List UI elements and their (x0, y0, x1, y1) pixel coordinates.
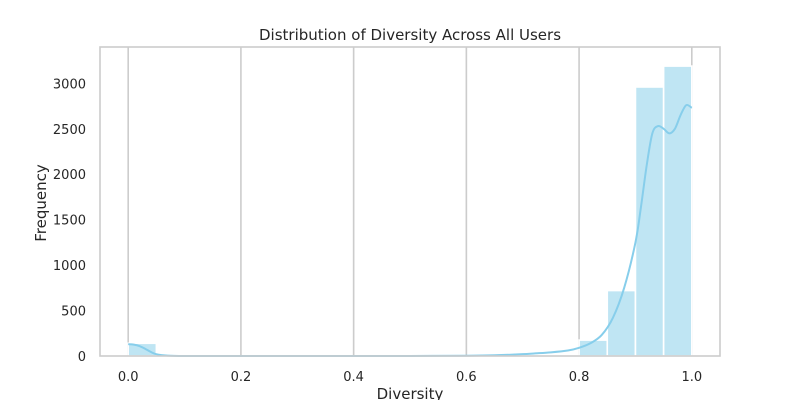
x-axis-label: Diversity (377, 385, 444, 400)
y-axis-label: Frequency (32, 164, 50, 242)
kde-curve (128, 103, 693, 358)
y-tick-label: 1500 (53, 214, 86, 229)
histogram-bar (634, 86, 665, 357)
x-tick-label: 0.6 (456, 370, 477, 385)
histogram-bars (127, 65, 693, 357)
histogram-bar (606, 289, 637, 357)
y-tick-label: 0 (78, 350, 86, 365)
y-tick-label: 3000 (53, 77, 86, 92)
x-tick-label: 0.8 (569, 370, 590, 385)
y-tick-label: 1000 (53, 259, 86, 274)
y-tick-label: 500 (61, 305, 86, 320)
x-tick-label: 0.4 (343, 370, 364, 385)
y-axis-ticks: 0 500 1000 1500 2000 2500 3000 (53, 77, 86, 365)
histogram-bar (662, 65, 693, 357)
x-tick-label: 1.0 (681, 370, 702, 385)
axes-frame (99, 46, 721, 357)
x-tick-label: 0.0 (118, 370, 139, 385)
x-axis-ticks: 0.0 0.2 0.4 0.6 0.8 1.0 (118, 370, 702, 385)
x-tick-label: 0.2 (231, 370, 252, 385)
y-tick-label: 2000 (53, 168, 86, 183)
chart-title: Distribution of Diversity Across All Use… (259, 26, 561, 44)
y-tick-label: 2500 (53, 123, 86, 138)
